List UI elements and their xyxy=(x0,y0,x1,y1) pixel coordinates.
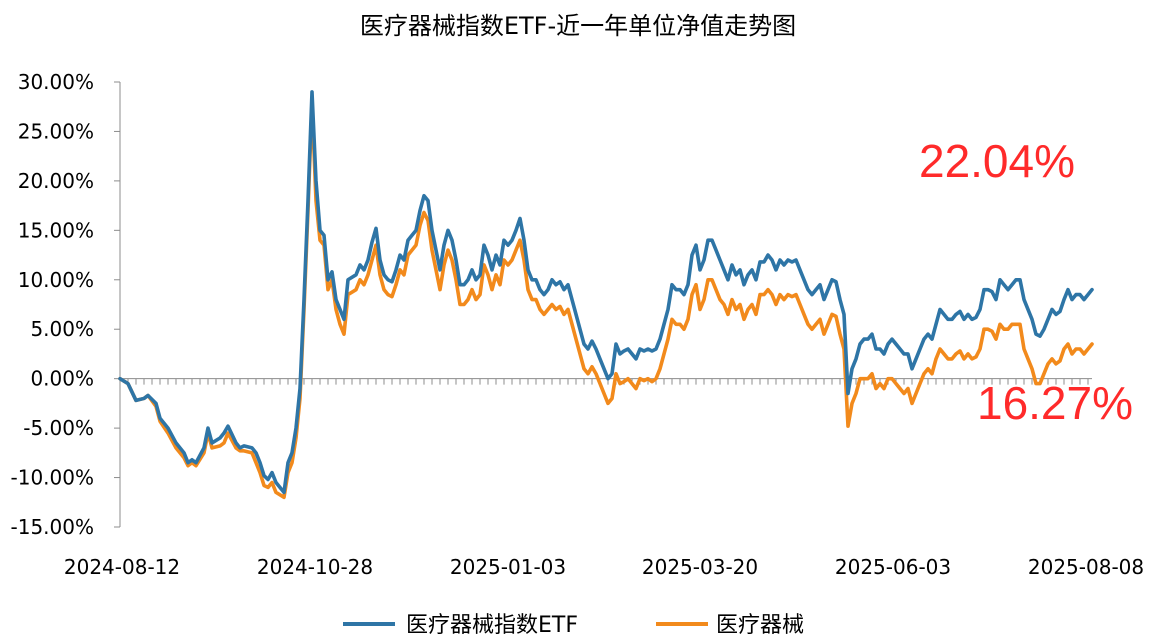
y-tick-label: 0.00% xyxy=(30,367,94,391)
y-tick-label: 10.00% xyxy=(18,268,94,292)
x-tick-label: 2025-03-20 xyxy=(642,555,758,579)
y-tick-label: 25.00% xyxy=(18,119,94,143)
y-tick-label: 5.00% xyxy=(30,317,94,341)
index-return-annotation: 16.27% xyxy=(977,377,1133,429)
chart-title: 医疗器械指数ETF-近一年单位净值走势图 xyxy=(360,12,796,40)
legend-item-etf-label: 医疗器械指数ETF xyxy=(406,613,578,636)
series-line-etf xyxy=(118,90,1094,495)
y-tick-label: -15.00% xyxy=(11,515,94,539)
x-tick-label: 2025-01-03 xyxy=(450,555,566,579)
y-tick-label: -10.00% xyxy=(11,466,94,490)
legend-item-index-label: 医疗器械 xyxy=(716,613,804,636)
y-tick-label: 30.00% xyxy=(18,70,94,94)
etf-return-annotation: 22.04% xyxy=(919,135,1075,187)
x-tick-label: 2025-06-03 xyxy=(835,555,951,579)
y-tick-label: 20.00% xyxy=(18,169,94,193)
x-tick-label: 2025-08-08 xyxy=(1028,555,1144,579)
x-tick-label: 2024-10-28 xyxy=(257,555,373,579)
y-tick-label: 15.00% xyxy=(18,218,94,242)
y-tick-label: -5.00% xyxy=(23,416,94,440)
x-tick-label: 2024-08-12 xyxy=(64,555,180,579)
series-line-index xyxy=(118,99,1094,500)
